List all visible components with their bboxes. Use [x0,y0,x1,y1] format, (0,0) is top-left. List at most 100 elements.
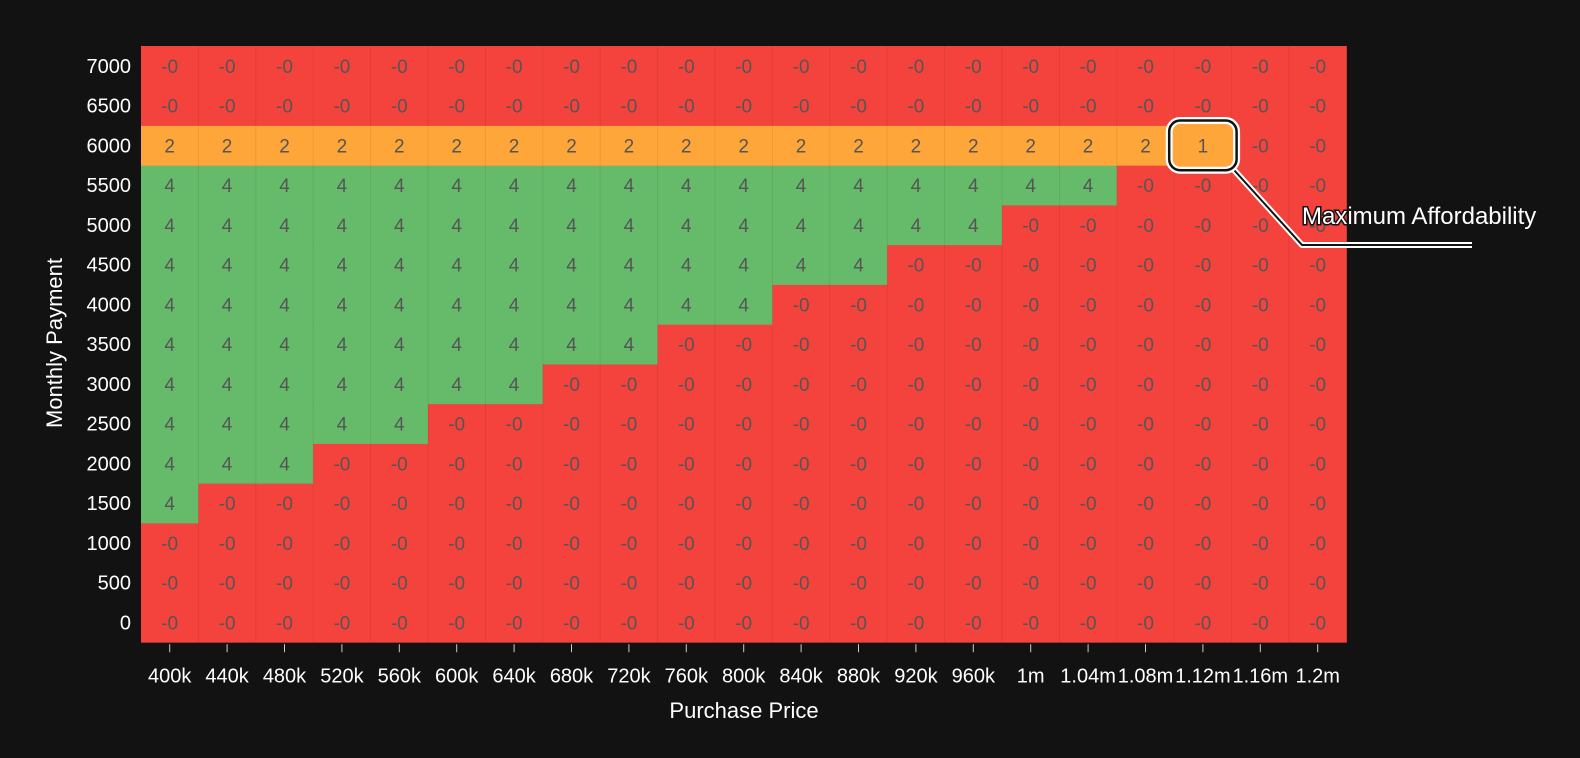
heatmap-cell [1002,244,1060,285]
heatmap-cell [1174,324,1232,365]
heatmap-cell-label: -0 [907,295,924,316]
heatmap-cell-label: -0 [793,335,810,356]
heatmap-cell [370,403,429,444]
heatmap-cell-label: -0 [506,534,523,555]
heatmap-cell-label: -0 [1194,494,1211,515]
heatmap-cell-label: -0 [735,494,752,515]
heatmap-cell [600,244,658,285]
heatmap-cell-label: -0 [1080,454,1097,475]
heatmap-cell-label: -0 [506,454,523,475]
heatmap-cell-label: 4 [222,216,233,237]
heatmap-cell [715,602,773,643]
highlight-cell-label: 1 [1198,136,1209,157]
heatmap-cell [715,364,773,405]
heatmap-cell-label: 4 [968,176,979,197]
heatmap-cell [657,205,716,246]
heatmap-cell [1289,244,1347,285]
heatmap-cell [657,125,716,166]
x-tick-label: 1.04m [1060,665,1116,687]
heatmap-cell-label: -0 [1137,216,1154,237]
heatmap-cell-label: -0 [563,375,580,396]
heatmap-cell [370,125,429,166]
heatmap-cell-label: -0 [1022,216,1039,237]
heatmap-cell-label: -0 [850,97,867,118]
heatmap-cell-label: -0 [793,613,810,634]
heatmap-cell-label: -0 [1309,97,1326,118]
heatmap-cell [1174,284,1232,325]
heatmap-cell-label: -0 [219,97,236,118]
heatmap-cell [887,443,945,484]
heatmap-cell [887,602,945,643]
heatmap-cell [1116,364,1175,405]
heatmap-cell [600,284,658,325]
heatmap-cell [198,46,257,87]
heatmap-cell-label: -0 [1309,136,1326,157]
heatmap-cell-label: 4 [164,494,175,515]
heatmap-cell-label: -0 [563,613,580,634]
heatmap-cell-label: -0 [850,415,867,436]
heatmap-cell-label: 4 [681,256,692,277]
x-tick-label: 960k [952,665,996,687]
heatmap-cell [313,523,371,564]
heatmap-cell-label: -0 [907,256,924,277]
heatmap-cell [829,602,888,643]
heatmap-cell [887,324,945,365]
heatmap-cell-label: -0 [1022,375,1039,396]
heatmap-cell [1289,483,1347,524]
heatmap-cell [944,443,1003,484]
heatmap-cell-label: -0 [1194,454,1211,475]
heatmap-cell-label: -0 [1252,574,1269,595]
heatmap-cell-label: -0 [276,494,293,515]
heatmap-cell-label: 2 [968,136,979,157]
heatmap-cell [313,562,371,603]
heatmap-cell-label: -0 [678,97,695,118]
heatmap-cell-label: -0 [907,97,924,118]
heatmap-cell [255,443,314,484]
heatmap-cell [1002,165,1060,206]
heatmap-cell-label: 4 [451,295,462,316]
heatmap-cell-label: -0 [678,613,695,634]
heatmap-cell [428,364,486,405]
heatmap-cell [141,244,199,285]
heatmap-cell-label: -0 [448,534,465,555]
heatmap-cell [715,244,773,285]
heatmap-cell [1116,523,1175,564]
heatmap-cell [944,483,1003,524]
heatmap-cell [1289,562,1347,603]
heatmap-cell-label: -0 [1309,574,1326,595]
heatmap-cell-label: 4 [337,375,348,396]
heatmap-cell-label: -0 [793,97,810,118]
heatmap-cell-label: -0 [1022,57,1039,78]
heatmap-cell [1289,403,1347,444]
heatmap-cell [542,165,601,206]
heatmap-cell-label: -0 [965,256,982,277]
heatmap-cell-label: -0 [1252,335,1269,356]
heatmap-cell-label: -0 [907,613,924,634]
heatmap-cell [715,46,773,87]
heatmap-cell [1116,483,1175,524]
heatmap-cell-label: -0 [161,613,178,634]
heatmap-cell-label: -0 [907,534,924,555]
x-tick-label: 680k [550,665,594,687]
heatmap-cell-label: -0 [793,375,810,396]
heatmap-cell [1002,403,1060,444]
heatmap-cell-label: -0 [1252,494,1269,515]
heatmap-cell-label: 4 [509,216,520,237]
heatmap-cell [1289,85,1347,126]
x-tick-label: 400k [148,665,192,687]
heatmap-cell-label: -0 [1309,415,1326,436]
heatmap-cell-label: 4 [279,335,290,356]
heatmap-cell-label: -0 [1194,57,1211,78]
heatmap-cell-label: 4 [337,415,348,436]
heatmap-cell-label: 4 [566,176,577,197]
heatmap-cell [944,403,1003,444]
heatmap-cell-label: -0 [965,97,982,118]
heatmap-cell [1002,205,1060,246]
y-tick-label: 4000 [87,294,132,316]
heatmap-cell-label: -0 [276,97,293,118]
heatmap-cell-label: -0 [333,494,350,515]
heatmap-cell-label: 4 [164,176,175,197]
y-tick-label: 3500 [87,334,132,356]
heatmap-cell [1059,324,1118,365]
heatmap-cell [370,324,429,365]
